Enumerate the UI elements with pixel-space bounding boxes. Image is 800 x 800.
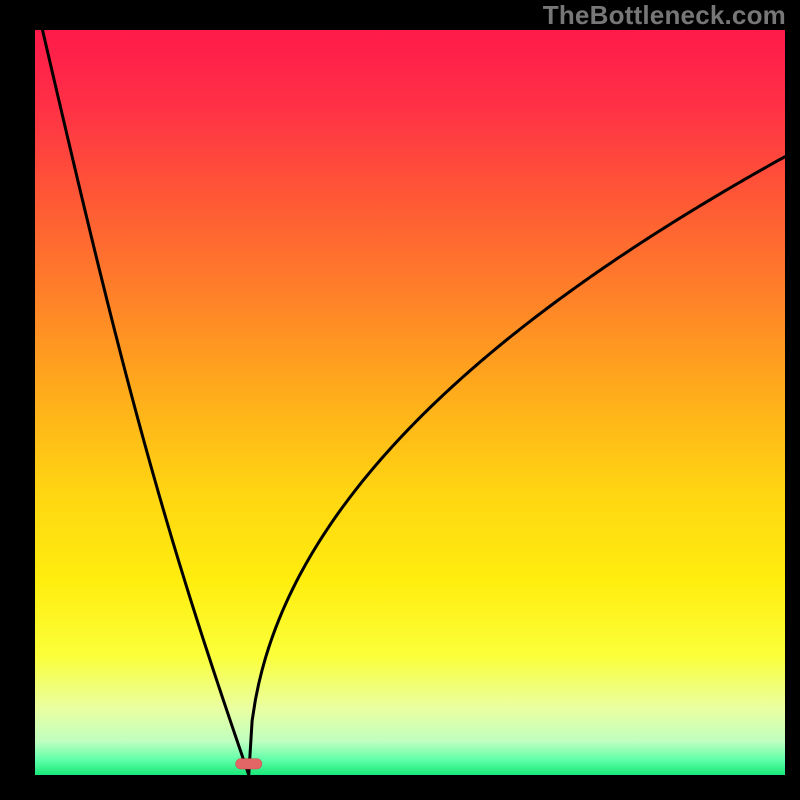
minimum-marker — [236, 759, 262, 769]
watermark-text: TheBottleneck.com — [543, 0, 786, 31]
plot-background — [35, 30, 785, 775]
bottleneck-chart — [0, 0, 800, 800]
chart-container: TheBottleneck.com — [0, 0, 800, 800]
